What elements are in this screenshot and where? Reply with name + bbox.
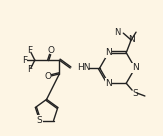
Text: F: F	[27, 46, 32, 55]
Text: O: O	[47, 46, 54, 55]
Text: F: F	[22, 56, 28, 65]
Text: S: S	[37, 116, 43, 125]
Text: N: N	[114, 28, 120, 37]
Text: N: N	[132, 64, 138, 72]
Text: N: N	[105, 79, 112, 88]
Text: F: F	[27, 65, 32, 74]
Text: HN: HN	[77, 64, 91, 72]
Text: S: S	[132, 89, 138, 98]
Text: O: O	[44, 72, 51, 81]
Text: N: N	[105, 48, 112, 57]
Text: N: N	[128, 35, 134, 44]
